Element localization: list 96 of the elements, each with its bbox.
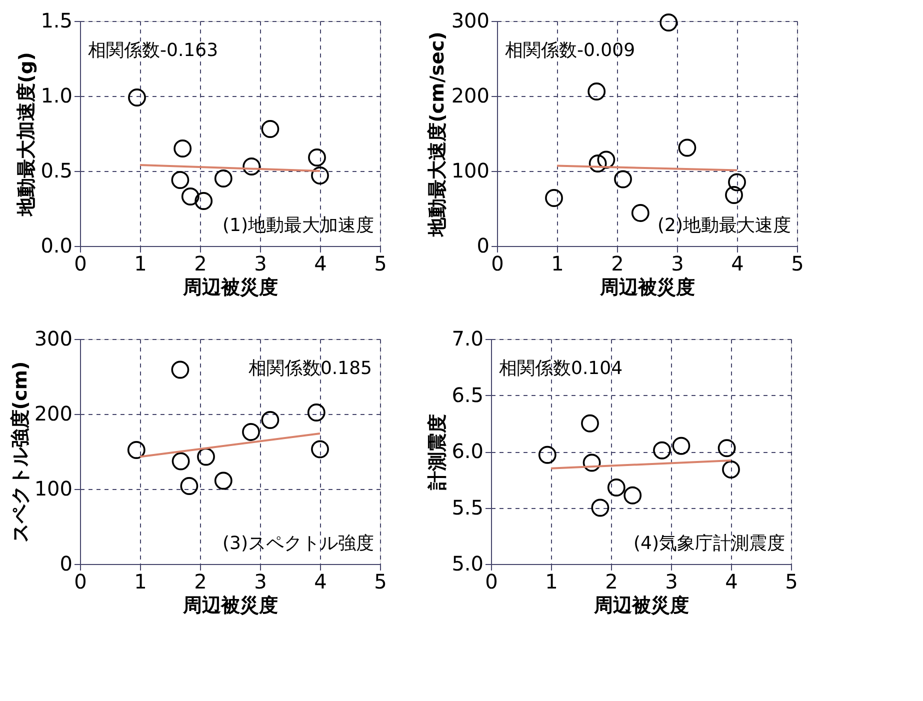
point	[242, 423, 260, 441]
annotation: 相関係数-0.009	[505, 40, 636, 61]
x-tick-label: 2	[611, 252, 624, 276]
point	[261, 411, 280, 429]
point	[725, 186, 743, 204]
point	[718, 439, 736, 458]
x-tick-label: 0	[74, 570, 87, 594]
y-tick-label: 5.0	[452, 552, 484, 576]
point	[171, 360, 190, 379]
point	[672, 436, 690, 455]
point	[311, 166, 329, 184]
point	[311, 440, 329, 458]
point	[581, 414, 599, 432]
x-tick-label: 2	[194, 570, 207, 594]
x-tick-label: 3	[254, 252, 267, 276]
annotation: 相関係数0.104	[499, 358, 623, 379]
x-tick-label: 3	[254, 570, 267, 594]
x-tick-label: 4	[725, 570, 738, 594]
annotation: 相関係数-0.163	[88, 40, 218, 61]
point	[624, 486, 642, 504]
point	[538, 446, 556, 464]
point	[242, 158, 261, 176]
y-tick-label: 6.0	[452, 439, 484, 463]
point	[128, 88, 146, 106]
point	[631, 204, 650, 222]
point	[261, 120, 280, 138]
point	[127, 441, 146, 459]
point	[582, 454, 601, 472]
point	[653, 441, 671, 460]
point	[308, 148, 326, 166]
point	[614, 170, 632, 188]
x-tick-label: 3	[671, 252, 684, 276]
point	[197, 448, 215, 466]
point	[597, 150, 616, 169]
y-tick-label: 100	[34, 476, 72, 500]
x-axis-title: 周辺被災度	[182, 594, 278, 616]
x-tick-label: 5	[374, 570, 387, 594]
y-tick-label: 6.5	[452, 382, 484, 407]
x-tick-label: 2	[605, 570, 618, 594]
x-tick-label: 1	[134, 570, 147, 594]
y-tick-label: 0	[476, 234, 490, 258]
x-tick-label: 5	[785, 570, 798, 594]
x-tick-label: 0	[491, 252, 504, 276]
y-tick-label: 0.0	[40, 234, 72, 258]
point	[591, 498, 610, 517]
x-tick-label: 4	[731, 252, 744, 276]
x-tick-label: 5	[791, 252, 804, 276]
y-tick-label: 0	[60, 552, 72, 576]
x-axis-title: 周辺被災度	[593, 594, 689, 616]
point	[180, 477, 198, 495]
point	[588, 154, 607, 172]
y-axis-title: 地動最大加速度(g)	[16, 52, 38, 217]
point	[171, 171, 190, 189]
annotation: (1)地動最大加速度	[222, 215, 374, 236]
annotation: (4)気象庁計測震度	[634, 533, 785, 554]
point	[678, 138, 696, 157]
y-tick-label: 300	[451, 8, 490, 32]
y-axis-title: スペクトル強度(cm)	[9, 361, 32, 543]
y-tick-label: 0.5	[40, 158, 72, 182]
x-axis-title: 周辺被災度	[599, 276, 695, 298]
y-axis-title: 地動最大速度(cm/sec)	[426, 32, 448, 238]
point	[174, 140, 192, 158]
y-tick-label: 1.0	[40, 84, 72, 108]
y-tick-label: 200	[34, 402, 72, 426]
y-tick-label: 100	[451, 158, 490, 182]
x-tick-label: 4	[314, 252, 327, 276]
point	[307, 404, 326, 422]
point	[588, 82, 606, 100]
point	[660, 14, 678, 32]
point	[545, 189, 563, 207]
x-tick-label: 4	[314, 570, 327, 594]
y-tick-label: 200	[451, 84, 490, 108]
x-axis-title: 周辺被災度	[182, 276, 278, 298]
y-tick-label: 1.5	[40, 8, 72, 32]
x-tick-label: 0	[74, 252, 87, 276]
x-tick-label: 1	[134, 252, 147, 276]
point	[214, 170, 232, 188]
annotation: (3)スペクトル強度	[222, 533, 374, 554]
point	[722, 460, 740, 478]
point	[607, 478, 626, 496]
x-tick-label: 1	[545, 570, 558, 594]
point	[194, 192, 213, 210]
y-tick-label: 5.5	[452, 495, 484, 520]
y-tick-label: 300	[34, 326, 72, 350]
x-tick-label: 2	[194, 252, 207, 276]
point	[172, 452, 190, 470]
y-tick-label: 7.0	[452, 326, 484, 350]
y-axis-title: 計測震度	[426, 414, 449, 491]
point	[181, 188, 200, 206]
x-tick-label: 5	[374, 252, 387, 276]
annotation: 相関係数0.185	[248, 358, 372, 379]
x-tick-label: 3	[665, 570, 678, 594]
point	[728, 173, 746, 192]
annotation: (2)地動最大速度	[658, 215, 791, 236]
x-tick-label: 1	[551, 252, 564, 276]
point	[214, 472, 232, 490]
